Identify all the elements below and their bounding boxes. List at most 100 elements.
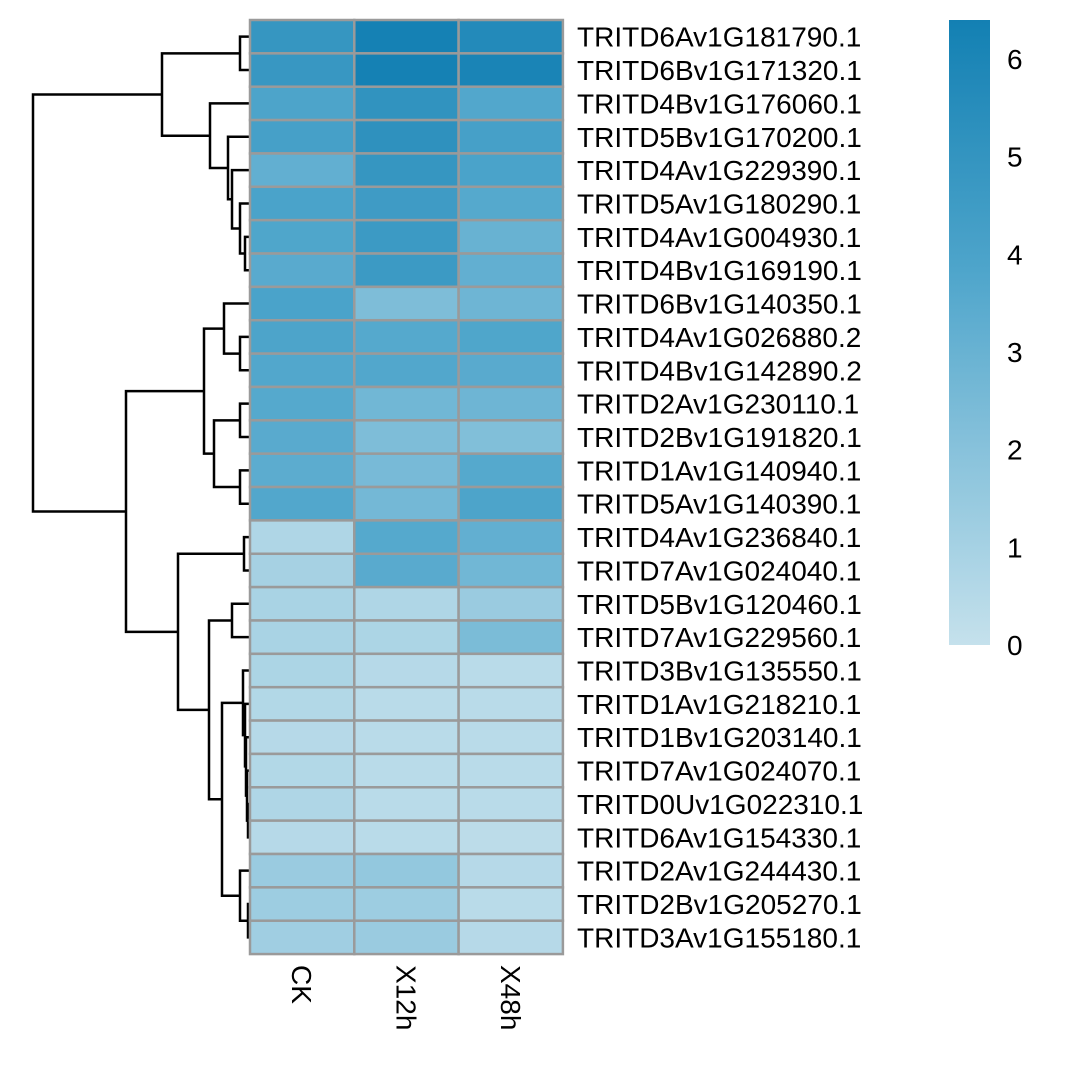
- dendrogram-branch: [238, 469, 250, 505]
- row-label: TRITD4Av1G004930.1: [577, 222, 861, 253]
- heatmap-cell: [248, 519, 356, 556]
- heatmap-cell: [353, 85, 460, 122]
- legend-tick-label: 4: [1007, 239, 1023, 270]
- heatmap-cell: [353, 318, 460, 355]
- row-label: TRITD6Av1G154330.1: [577, 822, 861, 853]
- row-label: TRITD3Av1G155180.1: [577, 922, 861, 953]
- heatmap-cell: [353, 218, 460, 255]
- heatmap-cell: [353, 852, 460, 889]
- dendrogram-branch: [222, 302, 250, 355]
- heatmap-cell: [248, 118, 356, 155]
- heatmap-cell: [248, 452, 356, 489]
- heatmap-cell: [457, 919, 565, 956]
- heatmap-cell: [457, 118, 565, 155]
- heatmap-cell: [353, 719, 460, 756]
- heatmap-cell: [248, 285, 356, 322]
- legend-color-bar: [949, 20, 990, 645]
- heatmap-cell: [457, 285, 565, 322]
- heatmap-cell: [457, 352, 565, 389]
- dendrogram-branch: [238, 402, 250, 439]
- dendrogram-branch: [160, 52, 240, 137]
- heatmap-cell: [353, 485, 460, 522]
- column-label: X12h: [390, 965, 421, 1030]
- dendrogram-branch: [31, 93, 162, 513]
- row-label: TRITD6Bv1G140350.1: [577, 289, 862, 320]
- dendrogram-branch: [238, 35, 250, 72]
- heatmap-cell: [457, 552, 565, 589]
- heatmap-cell: [353, 519, 460, 556]
- heatmap-cell: [457, 18, 565, 55]
- heatmap-cell: [248, 218, 356, 255]
- legend-tick-label: 6: [1007, 44, 1023, 75]
- heatmap-cell: [353, 819, 460, 856]
- row-labels: TRITD6Av1G181790.1TRITD6Bv1G171320.1TRIT…: [577, 22, 863, 954]
- row-label: TRITD7Av1G024070.1: [577, 756, 861, 787]
- heatmap-cell: [248, 619, 356, 656]
- heatmap-cell: [248, 52, 356, 88]
- heatmap-cell: [248, 585, 356, 622]
- row-label: TRITD7Av1G229560.1: [577, 622, 861, 653]
- row-dendrogram: [31, 35, 250, 939]
- heatmap-cell: [457, 52, 565, 88]
- row-label: TRITD4Bv1G176060.1: [577, 88, 862, 119]
- row-label: TRITD2Bv1G205270.1: [577, 889, 862, 920]
- column-labels: CK X12h X48h: [286, 965, 526, 1030]
- color-legend: 0 1 2 3 4 5 6: [949, 20, 1023, 661]
- heatmap-cell: [248, 152, 356, 189]
- heatmap-cell: [353, 152, 460, 189]
- row-label: TRITD5Av1G180290.1: [577, 188, 861, 219]
- heatmap-cell: [457, 152, 565, 189]
- heatmap-cell: [248, 185, 356, 222]
- row-label: TRITD6Av1G181790.1: [577, 22, 861, 53]
- heatmap-cell: [457, 652, 565, 689]
- heatmap-cell: [248, 685, 356, 722]
- row-label: TRITD6Bv1G171320.1: [577, 55, 862, 86]
- row-label: TRITD2Bv1G191820.1: [577, 422, 862, 453]
- row-label: TRITD4Bv1G142890.2: [577, 355, 862, 386]
- heatmap-cell: [353, 18, 460, 55]
- heatmap-cell: [353, 352, 460, 389]
- heatmap-cell: [248, 352, 356, 389]
- heatmap-cell: [248, 318, 356, 355]
- row-label: TRITD5Av1G140390.1: [577, 489, 861, 520]
- heatmap-cell: [457, 519, 565, 556]
- heatmap-cell: [457, 585, 565, 622]
- heatmap-cell: [248, 652, 356, 689]
- row-label: TRITD1Av1G218210.1: [577, 689, 861, 720]
- heatmap-cell: [457, 752, 565, 789]
- dendrogram-branch: [176, 552, 244, 712]
- heatmap-cell: [457, 852, 565, 889]
- row-label: TRITD5Bv1G170200.1: [577, 122, 862, 153]
- row-label: TRITD2Av1G230110.1: [577, 389, 859, 420]
- heatmap-cell: [457, 786, 565, 822]
- heatmap-cell: [457, 218, 565, 255]
- heatmap-cell: [248, 85, 356, 122]
- heatmap-cell: [248, 786, 356, 822]
- heatmap-cell: [353, 552, 460, 589]
- heatmap-cell: [353, 786, 460, 822]
- heatmap-cell: [457, 385, 565, 422]
- dendrogram-branch: [212, 419, 240, 489]
- heatmap-cell: [457, 85, 565, 122]
- heatmap-cell: [353, 252, 460, 289]
- heatmap-cell: [248, 919, 356, 956]
- heatmap-cell: [353, 585, 460, 622]
- row-label: TRITD1Bv1G203140.1: [577, 722, 862, 753]
- legend-tick-label: 2: [1007, 435, 1023, 466]
- dendrogram-branch: [230, 602, 250, 639]
- heatmap-cell: [353, 118, 460, 155]
- dendrogram-branch: [238, 335, 250, 372]
- dendrogram-branch: [207, 619, 232, 801]
- heatmap-cell: [353, 52, 460, 88]
- heatmap-cell: [248, 552, 356, 589]
- heatmap-cell: [248, 852, 356, 889]
- heatmap-cell: [457, 685, 565, 722]
- heatmap-cell: [248, 886, 356, 922]
- heatmap-cell: [353, 652, 460, 689]
- row-label: TRITD4Bv1G169190.1: [577, 255, 862, 286]
- column-label: X48h: [495, 965, 526, 1030]
- heatmap-cell: [353, 385, 460, 422]
- dendrogram-branch: [124, 389, 204, 634]
- row-label: TRITD0Uv1G022310.1: [577, 789, 863, 820]
